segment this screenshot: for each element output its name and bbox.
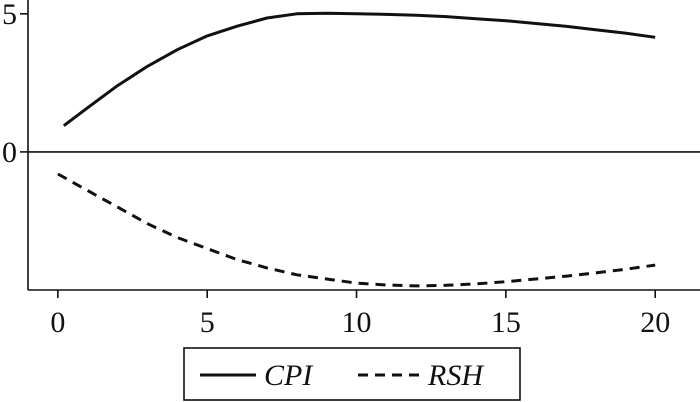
series-layer — [57, 11, 656, 288]
legend-label-rsh: RSH — [427, 359, 485, 392]
x-tick-label: 15 — [491, 306, 521, 339]
y-axis-ticks: 05 — [2, 0, 28, 169]
x-tick-label: 20 — [640, 306, 670, 339]
x-axis-ticks: 0 5 10 15 20 — [50, 290, 670, 339]
legend-label-cpi: CPI — [264, 359, 314, 392]
x-tick-label: 0 — [50, 306, 65, 339]
y-tick-label: 0 — [2, 136, 17, 169]
y-tick-label: 5 — [2, 0, 17, 31]
x-tick-label: 5 — [200, 306, 215, 339]
series-line-rsh — [57, 172, 656, 288]
x-tick-label: 10 — [342, 306, 372, 339]
plot-frame — [27, 0, 700, 291]
series-line-cpi — [62, 11, 656, 127]
legend-box — [183, 347, 521, 401]
legend: CPI RSH — [183, 347, 521, 401]
